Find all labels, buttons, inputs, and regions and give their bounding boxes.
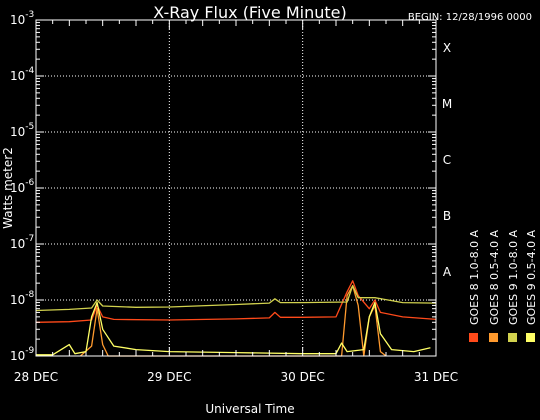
legend-swatch: [508, 333, 517, 342]
flare-class-label: X: [443, 41, 451, 55]
legend-swatch: [526, 333, 535, 342]
y-axis-label: Watts meter2: [1, 147, 15, 229]
x-tick-label: 31 DEC: [414, 370, 458, 384]
legend-label: GOES 9 1.0-8.0 A: [507, 229, 520, 325]
axis-ticks: 10-3 10-4 10-5 10-6 10-7 10-8 10-9 28 DEC 29 DEC…: [10, 10, 458, 384]
legend: GOES 8 1.0-8.0 A GOES 8 0.5-4.0 A GOES 9 1…: [468, 229, 538, 342]
legend-label: GOES 9 0.5-4.0 A: [525, 229, 538, 325]
legend-label: GOES 8 1.0-8.0 A: [468, 229, 481, 325]
flare-class-label: B: [443, 209, 451, 223]
x-axis-label: Universal Time: [205, 402, 294, 416]
flare-class-labels: X M C B A: [442, 41, 452, 279]
legend-swatch: [469, 333, 478, 342]
flare-class-label: A: [443, 265, 452, 279]
gridlines: [36, 20, 436, 356]
y-tick-label: 10-7: [10, 234, 34, 251]
y-tick-label: 10-6: [10, 178, 35, 195]
y-tick-label: 10-8: [10, 290, 35, 307]
series-line: [35, 285, 437, 312]
y-tick-label: 10-5: [10, 122, 34, 139]
y-tick-label: 10-9: [10, 346, 35, 363]
flare-class-label: M: [442, 97, 452, 111]
x-tick-label: 29 DEC: [147, 370, 191, 384]
series-line: [79, 285, 387, 357]
y-tick-label: 10-3: [10, 10, 34, 27]
y-tick-label: 10-4: [10, 66, 35, 83]
x-tick-label: 28 DEC: [14, 370, 58, 384]
flare-class-label: C: [443, 153, 451, 167]
chart-title: X-Ray Flux (Five Minute): [153, 3, 346, 22]
legend-label: GOES 8 0.5-4.0 A: [488, 229, 501, 325]
begin-date-label: BEGIN: 12/28/1996 0000: [408, 12, 532, 23]
x-tick-label: 30 DEC: [281, 370, 325, 384]
plot-series: [35, 280, 437, 357]
legend-swatch: [489, 333, 498, 342]
